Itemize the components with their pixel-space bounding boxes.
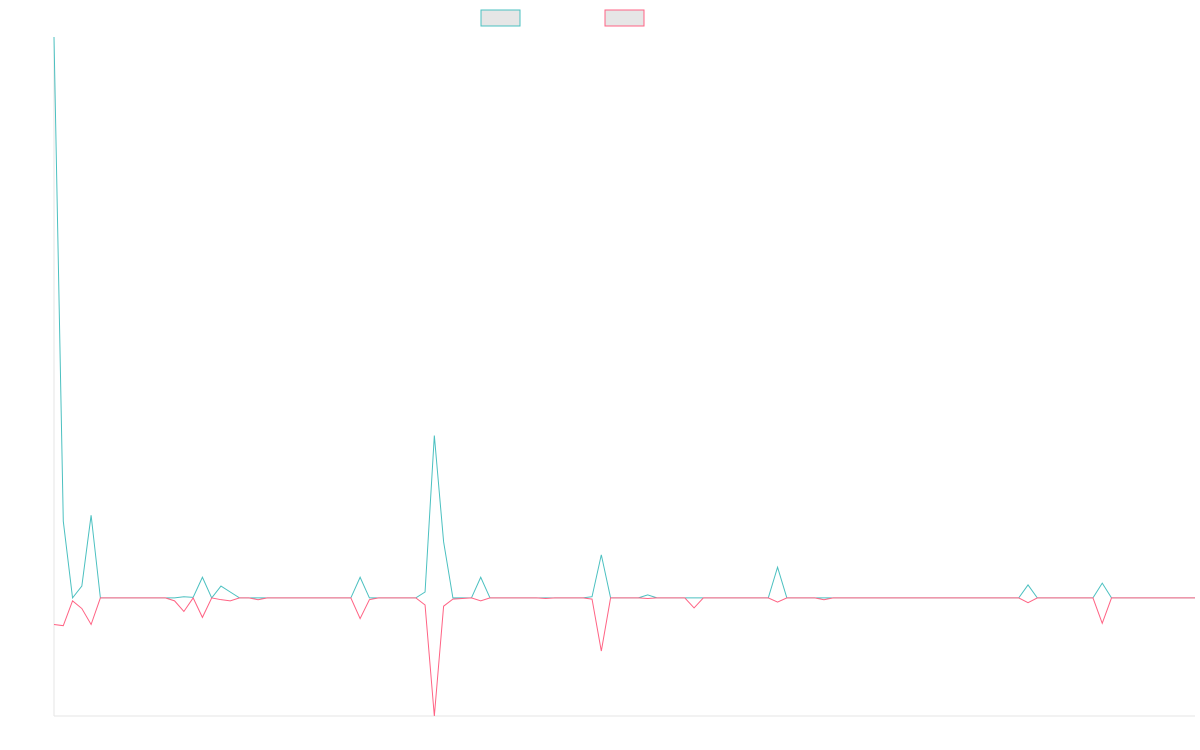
series-line-2 [53,596,1195,717]
chart-axes [53,37,1195,717]
legend-swatch-2[interactable] [604,9,645,27]
series-line-1 [53,36,1195,600]
series-layer [53,36,1195,717]
legend-swatch-1[interactable] [480,9,521,27]
legend [480,9,645,27]
